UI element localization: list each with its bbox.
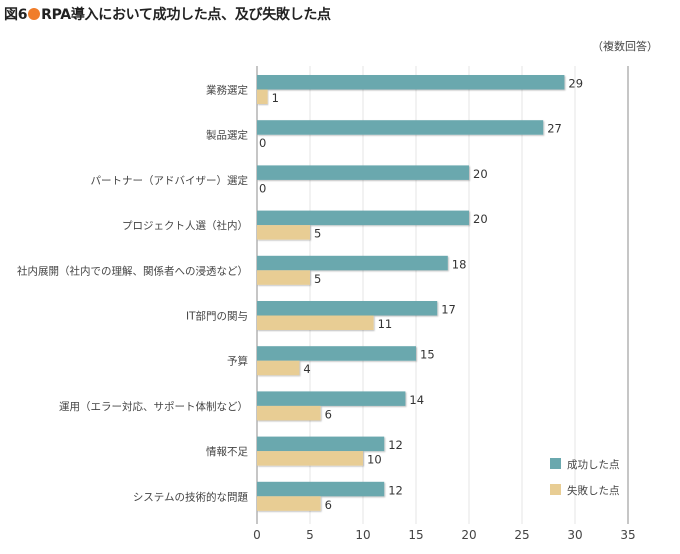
bar-success: [257, 346, 416, 361]
category-label: 製品選定: [206, 129, 248, 142]
x-tick-label: 30: [567, 528, 582, 542]
legend-label: 成功した点: [567, 459, 620, 471]
value-label: 5: [314, 272, 321, 286]
bar-failure: [257, 405, 321, 421]
x-tick-label: 35: [620, 528, 635, 542]
bar-success: [257, 210, 469, 226]
bar-failure: [257, 89, 268, 104]
value-label: 5: [314, 227, 321, 241]
multiple-answers-note: （複数回答）: [592, 40, 658, 53]
bar-success: [257, 120, 544, 135]
bar-failure: [257, 270, 310, 285]
category-label: システムの技術的な問題: [133, 490, 249, 503]
bar-success: [257, 165, 469, 180]
value-label: 18: [452, 257, 467, 271]
bar-success: [257, 481, 385, 497]
category-label: 業務選定: [206, 84, 248, 97]
bar-success: [257, 436, 385, 452]
value-label: 6: [325, 407, 332, 421]
bar-success: [257, 391, 406, 406]
value-label: 11: [378, 317, 393, 331]
category-label: 社内展開（社内での理解、関係者への浸透など）: [17, 264, 248, 277]
x-tick-label: 20: [461, 528, 476, 542]
legend-label: 失敗した点: [567, 484, 620, 497]
x-tick-label: 0: [253, 528, 261, 542]
x-tick-label: 10: [355, 528, 370, 542]
x-tick-label: 15: [408, 528, 423, 542]
bar-failure: [257, 360, 300, 376]
value-label: 4: [303, 362, 310, 376]
value-label: 17: [441, 303, 456, 317]
bar-failure: [257, 496, 321, 511]
value-label: 6: [325, 498, 332, 512]
value-label: 29: [568, 77, 583, 91]
chart-title: 図6 RPA導入において成功した点、及び失敗した点: [4, 4, 331, 24]
value-label: 0: [259, 136, 266, 150]
value-label: 20: [473, 212, 488, 226]
figure-number: 図6: [4, 7, 28, 23]
value-label: 27: [547, 122, 562, 136]
bullet-dot-icon: [28, 8, 41, 20]
bar-failure: [257, 315, 374, 330]
value-label: 10: [367, 453, 382, 467]
category-label: 運用（エラー対応、サポート体制など）: [59, 400, 248, 413]
category-label: 情報不足: [206, 445, 248, 458]
x-tick-label: 25: [514, 528, 529, 542]
category-label: パートナー（アドバイザー）選定: [91, 174, 249, 187]
category-label: プロジェクト人選（社内）: [122, 219, 248, 232]
value-label: 15: [420, 348, 435, 362]
bar-success: [257, 301, 438, 316]
legend-swatch: [550, 484, 561, 495]
value-label: 12: [388, 438, 403, 452]
value-label: 12: [388, 483, 403, 497]
bar-failure: [257, 451, 363, 466]
bar-success: [257, 75, 565, 90]
bar-success: [257, 255, 448, 271]
legend-swatch: [550, 458, 561, 469]
value-label: 0: [259, 181, 266, 195]
x-tick-label: 5: [306, 528, 314, 542]
value-label: 14: [409, 393, 424, 407]
category-label: 予算: [227, 355, 248, 368]
value-label: 20: [473, 167, 488, 181]
value-label: 1: [272, 91, 279, 105]
bar-failure: [257, 225, 310, 240]
category-label: IT部門の関与: [186, 310, 248, 323]
title-text: RPA導入において成功した点、及び失敗した点: [41, 7, 331, 23]
